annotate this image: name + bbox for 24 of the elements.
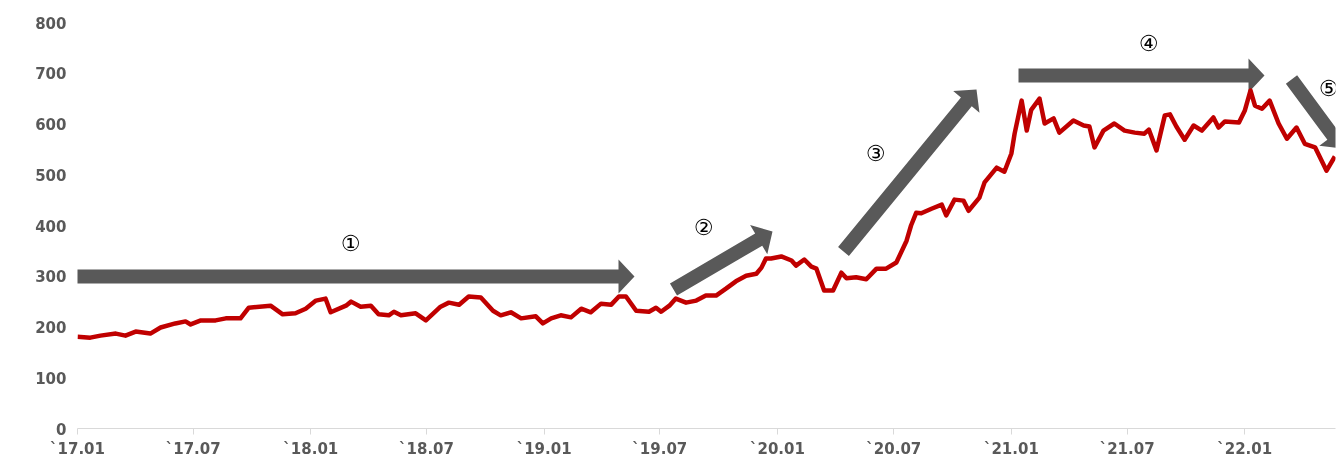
y-tick-label: 600 xyxy=(35,116,67,134)
y-tick-label: 300 xyxy=(35,268,67,287)
y-tick-label: 500 xyxy=(35,166,67,185)
y-tick-label: 200 xyxy=(35,319,67,337)
x-tick-label: `19.01 xyxy=(516,439,572,458)
x-tick-label: `20.01 xyxy=(749,439,805,458)
x-tick-label: `20.07 xyxy=(866,439,922,458)
x-tick-label: `22.01 xyxy=(1217,439,1273,458)
x-tick-label: `19.07 xyxy=(632,439,688,458)
annotation: ① xyxy=(340,231,361,256)
annotation: ③ xyxy=(865,141,886,166)
x-tick-label: `18.07 xyxy=(399,439,454,458)
x-tick-label: `21.07 xyxy=(1099,439,1155,458)
y-tick-label: 800 xyxy=(35,14,67,33)
annotation: ② xyxy=(693,215,714,240)
y-tick-label: 400 xyxy=(35,217,67,236)
x-tick-label: `17.07 xyxy=(165,439,221,458)
x-tick-label: `21.01 xyxy=(983,439,1039,458)
y-tick-label: 0 xyxy=(56,420,67,439)
x-tick-label: `18.01 xyxy=(283,439,339,458)
y-tick-label: 700 xyxy=(35,65,67,84)
x-tick-label: `17.01 xyxy=(50,439,105,458)
annotation: ④ xyxy=(1138,31,1159,56)
y-tick-label: 100 xyxy=(35,369,67,388)
